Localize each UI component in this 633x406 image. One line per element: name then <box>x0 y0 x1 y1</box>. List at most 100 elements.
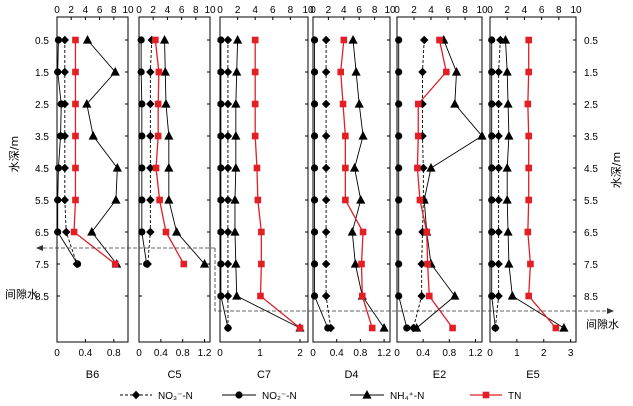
bottom-tick-label: 2 <box>541 348 547 359</box>
data-point-no3 <box>321 195 331 205</box>
pore-point-nh4 <box>199 259 210 268</box>
top-tick-label: 8 <box>372 5 378 16</box>
bottom-tick-label: 0.4 <box>416 348 430 359</box>
data-point-tn <box>162 228 170 236</box>
data-point-tn <box>155 68 163 76</box>
data-point-no3 <box>494 291 503 301</box>
panel-name-label: C5 <box>167 369 181 381</box>
bottom-tick-label: 0 <box>136 348 142 359</box>
data-point-nh4 <box>502 195 512 204</box>
data-point-no3 <box>60 131 70 141</box>
data-point-no3 <box>418 227 427 237</box>
depth-label-right: 2.5 <box>584 100 598 111</box>
series-line-nh4 <box>164 39 205 265</box>
series-line-tn <box>340 39 373 329</box>
data-point-no2 <box>310 36 319 44</box>
top-tick-label: 6 <box>539 5 545 16</box>
depth-label-left: 3.5 <box>35 132 49 143</box>
data-point-no3 <box>494 195 503 205</box>
data-point-no2 <box>488 132 496 140</box>
series-line-no2 <box>314 40 329 329</box>
data-point-no2 <box>138 132 146 140</box>
data-point-no2 <box>217 68 225 76</box>
top-tick-label: 6 <box>179 5 185 16</box>
series-line-no2 <box>491 40 496 329</box>
data-point-nh4 <box>354 99 364 108</box>
pore-point-tn <box>296 324 304 332</box>
data-point-nh4 <box>88 131 98 140</box>
data-point-no2 <box>310 68 319 76</box>
data-point-no3 <box>60 163 70 173</box>
top-tick-label: 2 <box>504 5 510 16</box>
panel-frame <box>312 16 391 343</box>
data-point-tn <box>342 132 349 140</box>
top-tick-label: 2 <box>68 5 74 16</box>
data-point-no3 <box>62 227 71 237</box>
data-point-nh4 <box>356 195 366 204</box>
data-point-no2 <box>488 196 496 204</box>
data-point-no2 <box>395 228 403 236</box>
panel-frame <box>138 16 211 343</box>
data-point-tn <box>152 36 159 44</box>
data-point-nh4 <box>82 99 92 108</box>
data-point-no3 <box>418 67 427 77</box>
data-point-no3 <box>146 131 155 141</box>
data-point-no2 <box>395 36 403 44</box>
overlay-layer: 水深/m 水深/m 间隙水 间隙水 0.5 0.5 1.5 1.5 2.5 2.5 3.5 3… <box>5 36 623 331</box>
series-line-no3 <box>147 39 153 265</box>
data-point-nh4 <box>82 35 93 44</box>
data-point-no3 <box>494 163 503 173</box>
data-point-no2 <box>488 36 496 44</box>
depth-label-left: 7.5 <box>35 260 49 271</box>
data-point-no2 <box>395 260 403 268</box>
series-line-nh4 <box>505 39 565 329</box>
depth-axis-label-left: 水深/m <box>8 136 21 172</box>
series-line-no2 <box>398 40 408 329</box>
data-point-no3 <box>223 99 233 109</box>
data-point-tn <box>72 164 79 172</box>
data-point-nh4 <box>164 195 174 204</box>
panel-name-label: E2 <box>433 369 446 381</box>
data-point-no3 <box>223 291 233 301</box>
series-line-nh4 <box>86 39 118 265</box>
data-point-tn <box>258 228 265 236</box>
depth-label-left: 4.5 <box>35 164 49 175</box>
data-point-nh4 <box>232 291 242 300</box>
series-line-no3 <box>494 39 501 329</box>
data-point-tn <box>527 260 534 268</box>
panel-e5: 0 2 4 6 8 100 1 2 3E5 <box>487 5 582 381</box>
data-point-no3 <box>494 131 503 141</box>
top-tick-label: 6 <box>270 5 276 16</box>
data-point-nh4 <box>233 35 243 44</box>
data-point-no2 <box>395 132 403 140</box>
panel-e2: 0 2 4 6 8 100 0.4 0.8 1.2E2 <box>394 5 488 381</box>
bottom-tick-label: 1 <box>257 348 263 359</box>
data-point-no2 <box>310 132 319 140</box>
top-tick-label: 4 <box>165 5 171 16</box>
data-point-no2 <box>310 164 319 172</box>
boundary-arrow-right <box>607 308 614 314</box>
panel-name-label: B6 <box>86 369 99 381</box>
data-point-no2 <box>310 292 319 300</box>
data-point-no3 <box>419 163 428 173</box>
data-point-no3 <box>223 195 233 205</box>
data-point-no3 <box>223 227 233 237</box>
data-point-nh4 <box>160 67 170 76</box>
depth-label-left: 5.5 <box>35 196 49 207</box>
top-tick-label: 4 <box>522 5 528 16</box>
legend-marker-triangle <box>362 390 372 399</box>
pore-point-no2 <box>324 324 332 332</box>
panel-name-label: C7 <box>257 369 271 381</box>
pore-point-no2 <box>224 324 232 332</box>
data-point-no3 <box>147 35 156 45</box>
data-point-nh4 <box>349 163 360 172</box>
data-point-nh4 <box>231 131 241 140</box>
data-point-no3 <box>146 195 155 205</box>
data-point-no2 <box>217 36 225 44</box>
top-tick-label: 10 <box>384 5 396 16</box>
top-tick-label: 0 <box>394 5 400 16</box>
data-point-no2 <box>217 228 225 236</box>
series-line-nh4 <box>234 39 301 329</box>
data-point-tn <box>414 132 422 140</box>
data-point-tn <box>342 164 349 172</box>
